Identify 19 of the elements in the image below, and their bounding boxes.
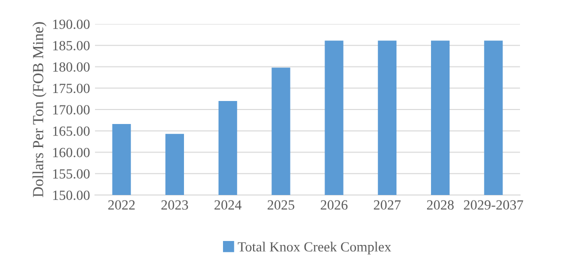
y-tick-label: 190.00 — [53, 20, 90, 30]
y-tick-label: 165.00 — [53, 126, 90, 136]
y-tick-label: 180.00 — [53, 62, 90, 72]
y-tick-label: 185.00 — [53, 40, 90, 50]
y-axis-title: Dollars Per Ton (FOB Mine) — [32, 22, 46, 198]
legend-label: Total Knox Creek Complex — [238, 242, 392, 254]
x-tick-label: 2029-2037 — [464, 200, 524, 210]
x-tick-label: 2026 — [320, 200, 348, 210]
x-tick-label: 2028 — [427, 200, 454, 210]
y-tick-label: 150.00 — [53, 190, 90, 200]
x-tick-label: 2022 — [108, 200, 135, 210]
x-tick-label: 2027 — [374, 200, 401, 210]
x-tick-label: 2023 — [161, 200, 188, 210]
x-tick-label: 2025 — [268, 200, 294, 210]
x-tick-label: 2024 — [214, 200, 242, 210]
y-tick-label: 155.00 — [53, 169, 90, 179]
y-tick-label: 170.00 — [53, 105, 90, 115]
y-tick-label: 175.00 — [53, 84, 90, 94]
y-tick-label: 160.00 — [53, 148, 90, 158]
